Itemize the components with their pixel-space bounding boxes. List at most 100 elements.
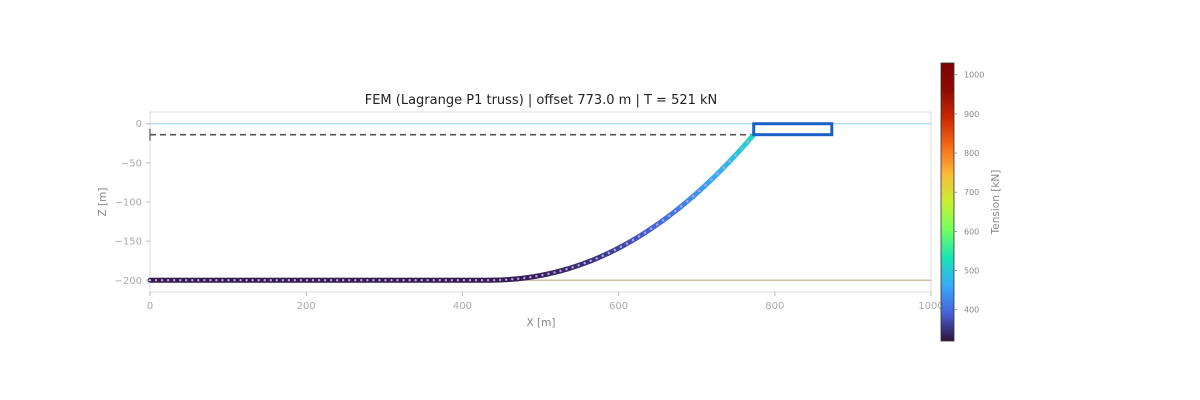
mooring-node [746, 140, 749, 143]
mooring-node [667, 214, 671, 218]
mooring-node [197, 279, 200, 282]
mooring-node [577, 264, 580, 267]
x-tick-label: 200 [297, 301, 316, 312]
mooring-node [402, 279, 405, 282]
mooring-node [583, 261, 586, 265]
x-tick-label: 600 [609, 301, 628, 312]
mooring-node [674, 209, 677, 213]
mooring-node [426, 279, 429, 282]
mooring-node [239, 279, 242, 282]
mooring-node [203, 279, 206, 282]
mooring-node [160, 279, 164, 282]
mooring-node [438, 279, 441, 282]
mooring-node [348, 279, 351, 282]
y-tick-label: −200 [115, 276, 142, 287]
mooring-node [420, 279, 423, 282]
mooring-node [178, 279, 182, 282]
mooring-node [299, 279, 303, 282]
mooring-node [486, 279, 490, 282]
mooring-node [740, 147, 743, 150]
y-tick-label: −50 [121, 158, 142, 169]
mooring-node [704, 184, 707, 187]
mooring-node [257, 279, 260, 282]
mooring-node [311, 279, 315, 282]
mooring-node [504, 278, 508, 281]
mooring-node [480, 279, 484, 282]
mooring-node [710, 178, 713, 181]
colorbar-tick-label: 500 [964, 267, 979, 276]
y-tick-label: 0 [136, 119, 142, 130]
mooring-node [287, 279, 291, 282]
mooring-node [643, 231, 647, 234]
mooring-node [571, 266, 574, 269]
mooring-node [154, 279, 158, 282]
mooring-node [637, 235, 641, 238]
mooring-node [215, 279, 218, 282]
mooring-node [317, 279, 321, 282]
mooring-node [680, 205, 683, 208]
mooring-node [468, 279, 472, 282]
mooring-node [692, 194, 695, 198]
mooring-node [625, 242, 629, 245]
colorbar-tick-label: 700 [964, 188, 979, 197]
x-tick-label: 800 [765, 301, 784, 312]
mooring-node [414, 279, 417, 282]
mooring-node [541, 273, 544, 277]
mooring-node [366, 279, 369, 282]
plot-area [147, 111, 932, 293]
mooring-node [227, 279, 230, 282]
mooring-node [450, 279, 454, 282]
colorbar-gradient [940, 62, 955, 342]
mooring-node [661, 219, 665, 222]
mooring-node [360, 279, 363, 282]
mooring-node [655, 223, 659, 226]
x-tick-label: 400 [453, 301, 472, 312]
mooring-node [631, 238, 635, 242]
mooring-node [166, 279, 170, 282]
mooring-node [372, 279, 375, 282]
mooring-node [698, 189, 701, 193]
mooring-node [281, 279, 285, 282]
mooring-node [245, 279, 248, 282]
mooring-node [384, 279, 387, 282]
mooring-node [734, 153, 737, 157]
mooring-node [601, 254, 604, 257]
mooring-node [444, 279, 448, 282]
mooring-node [305, 279, 309, 282]
mooring-node [595, 257, 598, 260]
mooring-node [728, 160, 731, 163]
mooring-node [390, 279, 393, 282]
mooring-node [523, 276, 526, 280]
mooring-node [233, 279, 236, 282]
y-axis-ticks: 0 −50 −100 −150 −200 [115, 119, 150, 287]
mooring-node [172, 279, 176, 282]
mooring-node [498, 278, 502, 282]
mooring-node [535, 275, 538, 278]
mooring-node [589, 259, 592, 263]
x-tick-label: 0 [147, 301, 153, 312]
mooring-node [565, 268, 568, 271]
mooring-node [329, 279, 333, 282]
mooring-node [209, 279, 212, 282]
colorbar-tick-label: 400 [964, 306, 979, 315]
colorbar-tick-label: 900 [964, 110, 979, 119]
mooring-node [474, 279, 478, 282]
colorbar-tick-label: 800 [964, 149, 979, 158]
mooring-node [547, 272, 550, 276]
mooring-node [613, 248, 617, 252]
y-tick-label: −100 [115, 198, 142, 209]
mooring-node [263, 279, 266, 282]
mooring-node [396, 279, 399, 282]
mooring-node [341, 279, 345, 282]
mooring-node [607, 251, 611, 255]
y-tick-label: −150 [115, 237, 142, 248]
colorbar-label: Tension [kN] [990, 170, 1002, 236]
mooring-node [378, 279, 381, 282]
mooring-node [191, 279, 194, 282]
mooring-node [293, 279, 297, 282]
mooring-node [185, 279, 188, 282]
chart-title: FEM (Lagrange P1 truss) | offset 773.0 m… [365, 93, 718, 108]
mooring-node [559, 269, 562, 273]
mooring-node [269, 279, 272, 282]
